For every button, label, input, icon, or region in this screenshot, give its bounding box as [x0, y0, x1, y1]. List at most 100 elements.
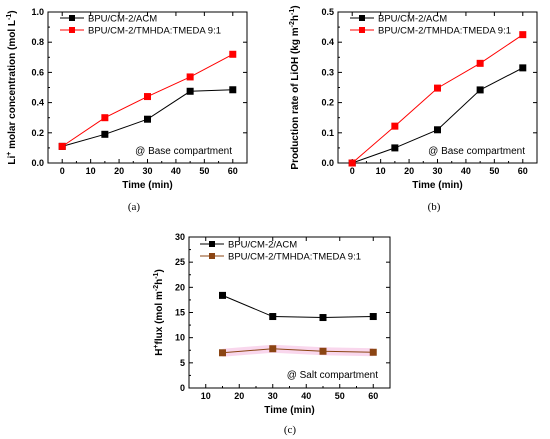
legend-marker [209, 241, 215, 247]
x-tick-label: 40 [301, 391, 311, 401]
series-line-2 [61, 53, 234, 147]
y-tick-label: 0.0 [321, 158, 334, 168]
series-line-2 [351, 34, 524, 164]
x-tick-label: 30 [432, 166, 442, 176]
y-axis-label-part: Li [7, 156, 18, 165]
data-point [519, 64, 527, 72]
data-point [369, 313, 377, 321]
data-point [219, 349, 226, 357]
data-point [434, 126, 441, 134]
panel-label: (c) [284, 424, 297, 436]
y-tick-label: 0.4 [321, 37, 334, 47]
y-tick-label: 30 [175, 232, 185, 242]
y-axis-label-part: ) [290, 5, 301, 8]
x-axis-label: Time (min) [412, 180, 462, 191]
data-point [58, 142, 66, 150]
y-axis-label-superscript: -2 [153, 285, 160, 291]
y-tick-label: 10 [175, 333, 185, 343]
x-tick-label: 20 [234, 391, 244, 401]
legend-label: BPU/CM-2/TMHDA:TMEDA 9:1 [88, 26, 221, 37]
y-tick-label: 20 [175, 282, 185, 292]
data-point [186, 73, 194, 81]
x-tick-label: 0 [350, 166, 355, 176]
legend-marker [69, 27, 75, 33]
y-axis-label-part: molar concentration (mol L [7, 20, 18, 152]
y-axis-label-part: flux (mol m [154, 291, 165, 344]
legend-label: BPU/CM-2/ACM [88, 14, 157, 25]
y-tick-label: 0.4 [31, 98, 44, 108]
data-point [269, 345, 277, 353]
y-axis-label-part: ) [154, 269, 165, 272]
y-axis-label-superscript: + [6, 152, 13, 156]
y-axis-label-part: H [154, 349, 165, 356]
x-tick-label: 40 [171, 166, 181, 176]
data-point [319, 347, 327, 355]
data-point [476, 86, 484, 94]
legend-marker [359, 15, 365, 21]
x-tick-label: 10 [376, 166, 386, 176]
x-axis-label: Time (min) [264, 405, 314, 416]
data-point [144, 93, 151, 101]
data-point [269, 313, 277, 321]
chart-panel-2: 0 10 20 30 40 50 60 0.0 0.1 0.2 0.3 0.4 0.5 Time (min… [289, 5, 538, 213]
y-tick-label: 0 [180, 383, 185, 393]
x-tick-label: 50 [199, 166, 209, 176]
series-line-1 [222, 294, 374, 319]
legend-marker [359, 27, 365, 33]
x-tick-label: 0 [60, 166, 65, 176]
x-tick-label: 30 [142, 166, 152, 176]
y-tick-label: 0.6 [31, 67, 44, 77]
y-tick-label: 25 [175, 257, 185, 267]
y-axis-label-part: h [154, 279, 165, 285]
y-tick-label: 0.2 [31, 128, 44, 138]
y-axis-label: H+flux (mol m-2h-1) [153, 269, 165, 356]
y-axis-label-part: ) [7, 10, 18, 13]
data-point [391, 122, 399, 130]
legend-label: BPU/CM-2/ACM [228, 240, 297, 251]
x-tick-label: 10 [201, 391, 211, 401]
y-tick-label: 5 [180, 358, 185, 368]
data-point [348, 159, 356, 167]
x-tick-label: 40 [461, 166, 471, 176]
legend-label: BPU/CM-2/TMHDA:TMEDA 9:1 [228, 252, 361, 263]
data-point [434, 84, 441, 92]
y-tick-label: 0.8 [31, 37, 44, 47]
annotation-text: @ Salt compartment [287, 370, 379, 381]
x-tick-label: 50 [489, 166, 499, 176]
y-tick-label: 15 [175, 308, 185, 318]
y-tick-label: 0.2 [321, 98, 334, 108]
data-point [476, 59, 484, 67]
data-point [144, 115, 151, 123]
y-axis-label-superscript: -2 [289, 21, 296, 27]
data-point [319, 314, 327, 322]
data-point [101, 130, 109, 138]
x-tick-label: 30 [268, 391, 278, 401]
y-tick-label: 0.0 [31, 158, 44, 168]
data-point [391, 144, 399, 152]
data-point [369, 348, 377, 356]
y-axis-label-part: h [290, 15, 301, 21]
data-point [229, 50, 237, 58]
x-tick-label: 60 [518, 166, 528, 176]
x-tick-label: 10 [86, 166, 96, 176]
legend-label: BPU/CM-2/TMHDA:TMEDA 9:1 [378, 26, 511, 37]
data-point [101, 114, 109, 122]
y-axis-label: Production rate of LiOH (kg m-2h-1) [289, 5, 301, 169]
data-point [186, 87, 194, 95]
x-axis-label: Time (min) [122, 180, 172, 191]
y-tick-label: 0.1 [321, 128, 334, 138]
x-tick-label: 50 [335, 391, 345, 401]
data-point [219, 291, 226, 299]
panel-label: (a) [128, 201, 141, 213]
data-point [229, 86, 237, 94]
y-axis-label-superscript: + [153, 344, 160, 348]
series-line-2 [222, 348, 374, 354]
y-axis-label-superscript: -1 [6, 14, 13, 20]
x-tick-label: 60 [368, 391, 378, 401]
x-tick-label: 20 [114, 166, 124, 176]
y-axis-label-superscript: -1 [289, 9, 296, 15]
legend-marker [209, 253, 215, 259]
x-tick-label: 20 [404, 166, 414, 176]
data-point [519, 31, 527, 39]
